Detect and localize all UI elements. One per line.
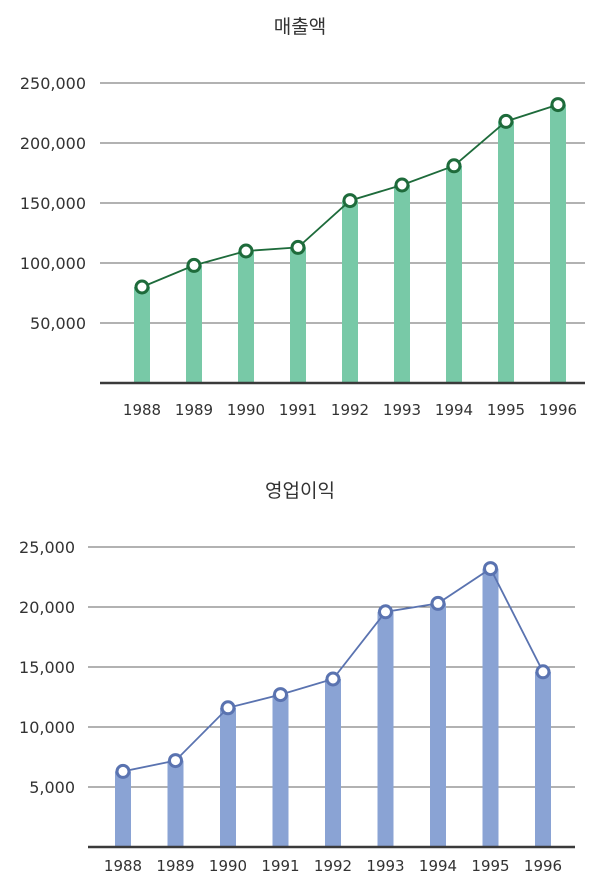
- bar: [342, 200, 358, 383]
- bar: [430, 603, 446, 847]
- bar: [167, 760, 184, 847]
- x-tick-label: 1991: [261, 857, 299, 875]
- data-point-marker: [446, 158, 462, 174]
- x-tick-label: 1992: [314, 857, 352, 875]
- operating-profit-chart: 영업이익 5,000 10,000 15,000 20,000 25,000 1988 19…: [0, 440, 600, 884]
- bar: [238, 251, 254, 383]
- y-tick-label: 50,000: [30, 314, 86, 333]
- bar: [134, 287, 150, 383]
- data-point-marker: [220, 700, 236, 716]
- data-point-marker: [325, 671, 341, 687]
- y-tick-label: 10,000: [19, 718, 75, 737]
- chart-title: 영업이익: [265, 480, 335, 502]
- data-point-marker: [238, 243, 254, 259]
- revenue-chart: 매출액 50,000 100,000 150,000 200,000 250,000 19…: [0, 0, 600, 440]
- data-point-marker: [483, 561, 498, 577]
- x-tick-label: 1994: [435, 401, 473, 419]
- x-tick-label: 1995: [471, 857, 509, 875]
- y-tick-label: 20,000: [19, 598, 75, 617]
- data-point-marker: [342, 193, 358, 209]
- data-point-marker: [394, 177, 410, 193]
- x-tick-label: 1995: [487, 401, 525, 419]
- x-tick-label: 1989: [156, 857, 194, 875]
- data-point-marker: [290, 239, 306, 255]
- data-point-marker: [168, 753, 183, 769]
- x-tick-label: 1990: [227, 401, 265, 419]
- x-tick-label: 1996: [524, 857, 562, 875]
- bar: [535, 671, 551, 847]
- x-tick-label: 1994: [419, 857, 457, 875]
- chart-title: 매출액: [273, 16, 327, 38]
- y-tick-label: 250,000: [20, 74, 86, 93]
- y-tick-label: 150,000: [20, 194, 86, 213]
- bar: [482, 568, 499, 847]
- bar: [115, 771, 131, 847]
- bar: [290, 247, 306, 383]
- x-tick-label: 1992: [331, 401, 369, 419]
- data-point-marker: [134, 279, 150, 295]
- data-point-marker: [550, 97, 566, 113]
- bar: [498, 121, 514, 384]
- bar: [446, 165, 462, 383]
- operating-profit-chart-plot: 5,000 10,000 15,000 20,000 25,000 1988 1989 199…: [19, 538, 575, 875]
- y-tick-label: 25,000: [19, 538, 75, 557]
- x-tick-label: 1993: [383, 401, 421, 419]
- data-point-marker: [378, 604, 393, 620]
- x-tick-label: 1988: [123, 401, 161, 419]
- x-tick-label: 1991: [279, 401, 317, 419]
- data-point-marker: [273, 687, 288, 703]
- x-tick-label: 1988: [104, 857, 142, 875]
- data-point-marker: [186, 257, 202, 273]
- revenue-chart-plot: 50,000 100,000 150,000 200,000 250,000 1988 19…: [20, 74, 585, 419]
- data-point-marker: [430, 595, 446, 611]
- bar: [220, 707, 236, 847]
- x-tick-label: 1989: [175, 401, 213, 419]
- y-tick-label: 5,000: [29, 778, 75, 797]
- bar: [325, 679, 341, 847]
- bar: [550, 104, 566, 383]
- bar: [272, 694, 289, 847]
- bar: [377, 611, 394, 847]
- y-tick-label: 200,000: [20, 134, 86, 153]
- y-tick-label: 15,000: [19, 658, 75, 677]
- x-tick-label: 1996: [539, 401, 577, 419]
- bar: [186, 265, 202, 383]
- data-point-marker: [115, 763, 131, 779]
- y-tick-label: 100,000: [20, 254, 86, 273]
- bar: [394, 185, 410, 383]
- data-point-marker: [498, 113, 514, 129]
- data-point-marker: [535, 664, 551, 680]
- x-tick-label: 1990: [209, 857, 247, 875]
- x-tick-label: 1993: [366, 857, 404, 875]
